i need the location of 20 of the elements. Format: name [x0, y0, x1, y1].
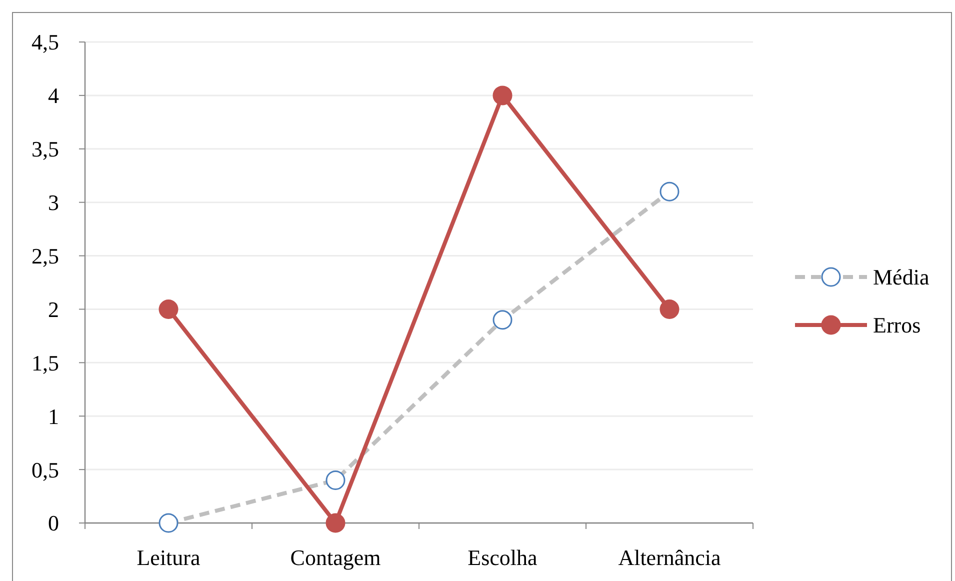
y-tick-label: 1 — [48, 404, 59, 429]
y-tick-label: 0,5 — [32, 457, 59, 482]
x-tick-label: Leitura — [136, 545, 200, 570]
y-tick-label: 0 — [48, 510, 59, 536]
point — [492, 86, 512, 106]
legend-label: Erros — [873, 312, 921, 338]
legend-label: Média — [873, 264, 930, 290]
y-tick-label: 3 — [48, 190, 59, 216]
y-tick-label: 3,5 — [32, 136, 59, 162]
x-tick-label: Contagem — [290, 545, 381, 570]
x-tick-label: Alternância — [618, 545, 722, 570]
point — [326, 513, 346, 533]
x-tick-label: Escolha — [468, 545, 538, 570]
y-tick-label: 2,5 — [32, 243, 59, 268]
y-tick-label: 4,5 — [32, 30, 59, 55]
y-tick-label: 1,5 — [32, 350, 59, 376]
y-tick-label: 2 — [48, 296, 59, 322]
point — [660, 299, 680, 319]
point — [158, 299, 178, 319]
y-tick-label: 4 — [48, 83, 59, 108]
